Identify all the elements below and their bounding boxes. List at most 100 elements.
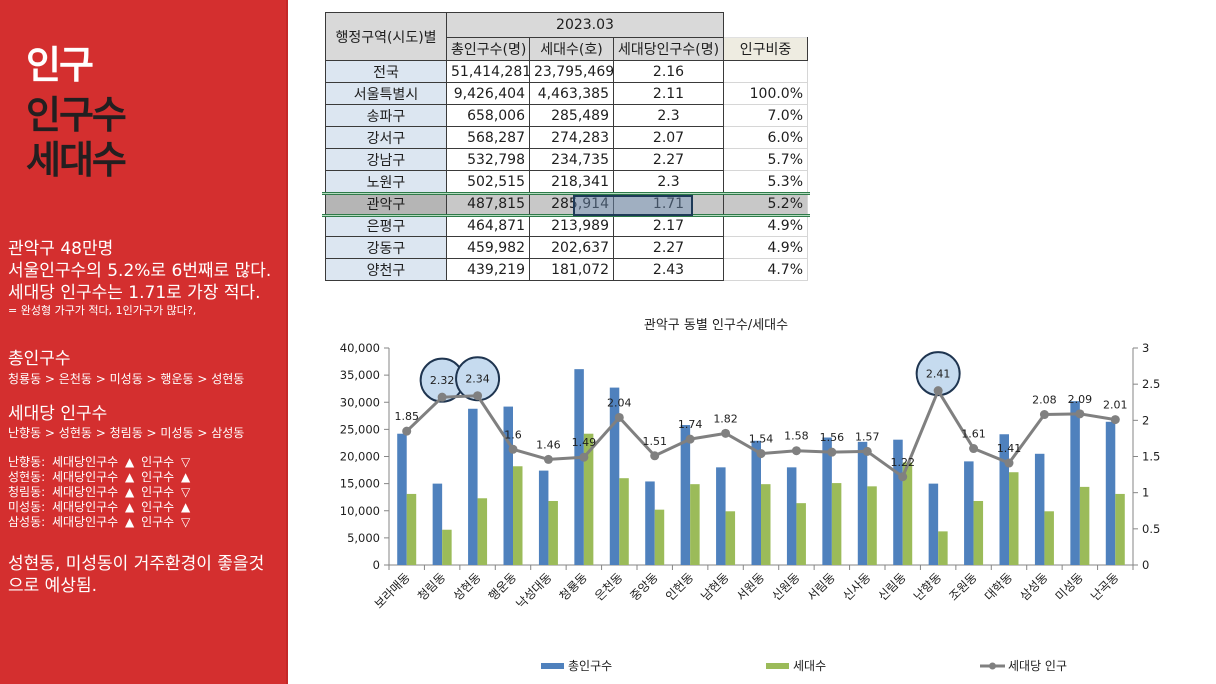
share-cell: 6.0% [723,126,809,149]
table-row: 은평구 464,871 213,989 2.17 4.9% [325,214,809,237]
data-label: 2.34 [465,373,490,386]
data-label: 2.04 [607,396,632,409]
households-cell: 213,989 [529,214,614,237]
panel-title-household-count: 세대수 [26,138,127,182]
category-label: 청룡동 [557,570,590,603]
panel-title-population-count: 인구수 [26,93,127,137]
households-cell: 234,735 [529,148,614,171]
households-bar [725,511,736,565]
population-bar [574,369,584,565]
category-label: 중앙동 [628,570,661,603]
data-label: 1.58 [784,430,809,443]
summary-line: 관악구 48만명 [8,239,114,259]
data-label: 2.01 [1103,399,1128,412]
category-label: 대학동 [982,570,1015,603]
households-bar [867,486,877,565]
data-label: 1.49 [572,436,597,449]
persons-per-household-marker [898,472,908,482]
data-label: 2.32 [430,374,455,387]
population-bar [751,440,761,565]
region-cell: 강남구 [325,148,447,171]
data-label: 1.82 [713,412,738,425]
summary-panel: 인구 인구수 세대수 관악구 48만명 서울인구수의 5.2%로 6번째로 많다… [0,0,288,684]
category-label: 행운동 [485,570,519,604]
population-bar [1070,401,1080,565]
households-bar [973,500,984,565]
population-household-chart: 관악구 동별 인구수/세대수 0 5,000 10,000 15,000 20,000 25… [340,318,1161,673]
persons-per-household-cell: 2.17 [612,214,725,237]
data-label: 1.46 [536,438,561,451]
data-label: 2.08 [1032,394,1057,407]
persons-per-household-marker [437,392,447,402]
table-header-row: 행정구역(시도)별 2023.03 [325,12,808,61]
category-label: 조원동 [946,570,979,603]
category-label: 은천동 [591,570,625,604]
left-axis-tick-label: 5,000 [347,531,380,545]
region-cell: 양천구 [325,258,447,281]
population-bar [857,441,868,565]
persons-per-household-marker [508,444,518,454]
category-label: 청림동 [415,570,448,603]
right-axis-tick-label: 0 [1142,558,1149,572]
data-label: 1.51 [642,435,667,448]
trend-item: 삼성동: 세대당인구수 ▲ 인구수 ▽ [8,515,191,529]
persons-per-household-cell: 2.11 [612,82,725,105]
left-axis-tick-label: 10,000 [340,504,380,518]
households-bar [1009,472,1019,565]
population-bar [538,470,549,565]
population-bar [503,406,513,565]
category-label: 서원동 [734,570,767,603]
persons-per-household-marker [650,451,660,461]
category-label: 낙성대동 [513,570,554,611]
trend-item: 미성동: 세대당인구수 ▲ 인구수 ▲ [8,500,191,514]
region-cell: 서울특별시 [325,82,447,105]
households-bar [1079,486,1090,565]
cell-selection-box [573,195,693,216]
data-label: 1.22 [890,456,915,469]
persons-per-household-marker [862,446,872,456]
population-bar [432,483,443,565]
persons-per-household-marker [543,454,553,464]
region-cell: 전국 [325,60,447,83]
chart-title: 관악구 동별 인구수/세대수 [644,318,788,333]
legend-households-label: 세대수 [793,659,826,673]
persons-per-household-marker [1039,410,1049,420]
trend-item: 성현동: 세대당인구수 ▲ 인구수 ▲ [8,470,191,484]
population-cell: 568,287 [446,126,530,149]
persons-per-household-marker [1075,409,1085,419]
category-label: 미성동 [1053,570,1086,603]
table-row: 송파구 658,006 285,489 2.3 7.0% [325,104,809,127]
persons-per-household-cell: 2.16 [612,60,725,83]
summary-line: 세대당 인구수는 1.71로 가장 적다. [8,283,261,303]
trend-list: 난향동: 세대당인구수 ▲ 인구수 ▽ 성현동: 세대당인구수 ▲ 인구수 ▲ … [8,455,190,530]
category-label: 신림동 [876,570,909,603]
share-cell: 4.7% [723,258,809,281]
share-cell: 5.2% [723,192,809,215]
persons-per-household-cell: 2.07 [612,126,725,149]
summary-block: 관악구 48만명 서울인구수의 5.2%로 6번째로 많다. 세대당 인구수는 … [8,238,271,304]
persons-per-household-marker [756,449,766,459]
category-label: 신사동 [840,570,873,603]
persons-per-household-marker [579,452,589,462]
share-cell: 5.3% [723,170,809,193]
summary-note: = 완성형 가구가 적다, 1인가구가 많다?, [8,304,197,317]
households-bar [619,478,629,565]
persons-per-household-ranking: 난향동 > 성현동 > 청림동 > 미성동 > 삼성동 [8,426,245,440]
population-bar [999,434,1009,565]
households-bar [583,433,594,565]
population-cell: 502,515 [446,170,530,193]
left-axis-tick-label: 15,000 [340,477,380,491]
population-cell: 487,815 [446,192,530,215]
households-bar [690,484,700,565]
persons-per-household-marker [473,391,483,401]
population-cell: 532,798 [446,148,530,171]
households-bar [831,483,842,565]
population-bar [468,408,478,565]
persons-per-household-marker [685,434,695,444]
share-cell [723,60,809,83]
population-bar [893,439,903,565]
share-cell: 4.9% [723,236,809,259]
population-bar [680,425,691,565]
data-label: 1.61 [961,428,986,441]
population-bar [964,461,974,565]
